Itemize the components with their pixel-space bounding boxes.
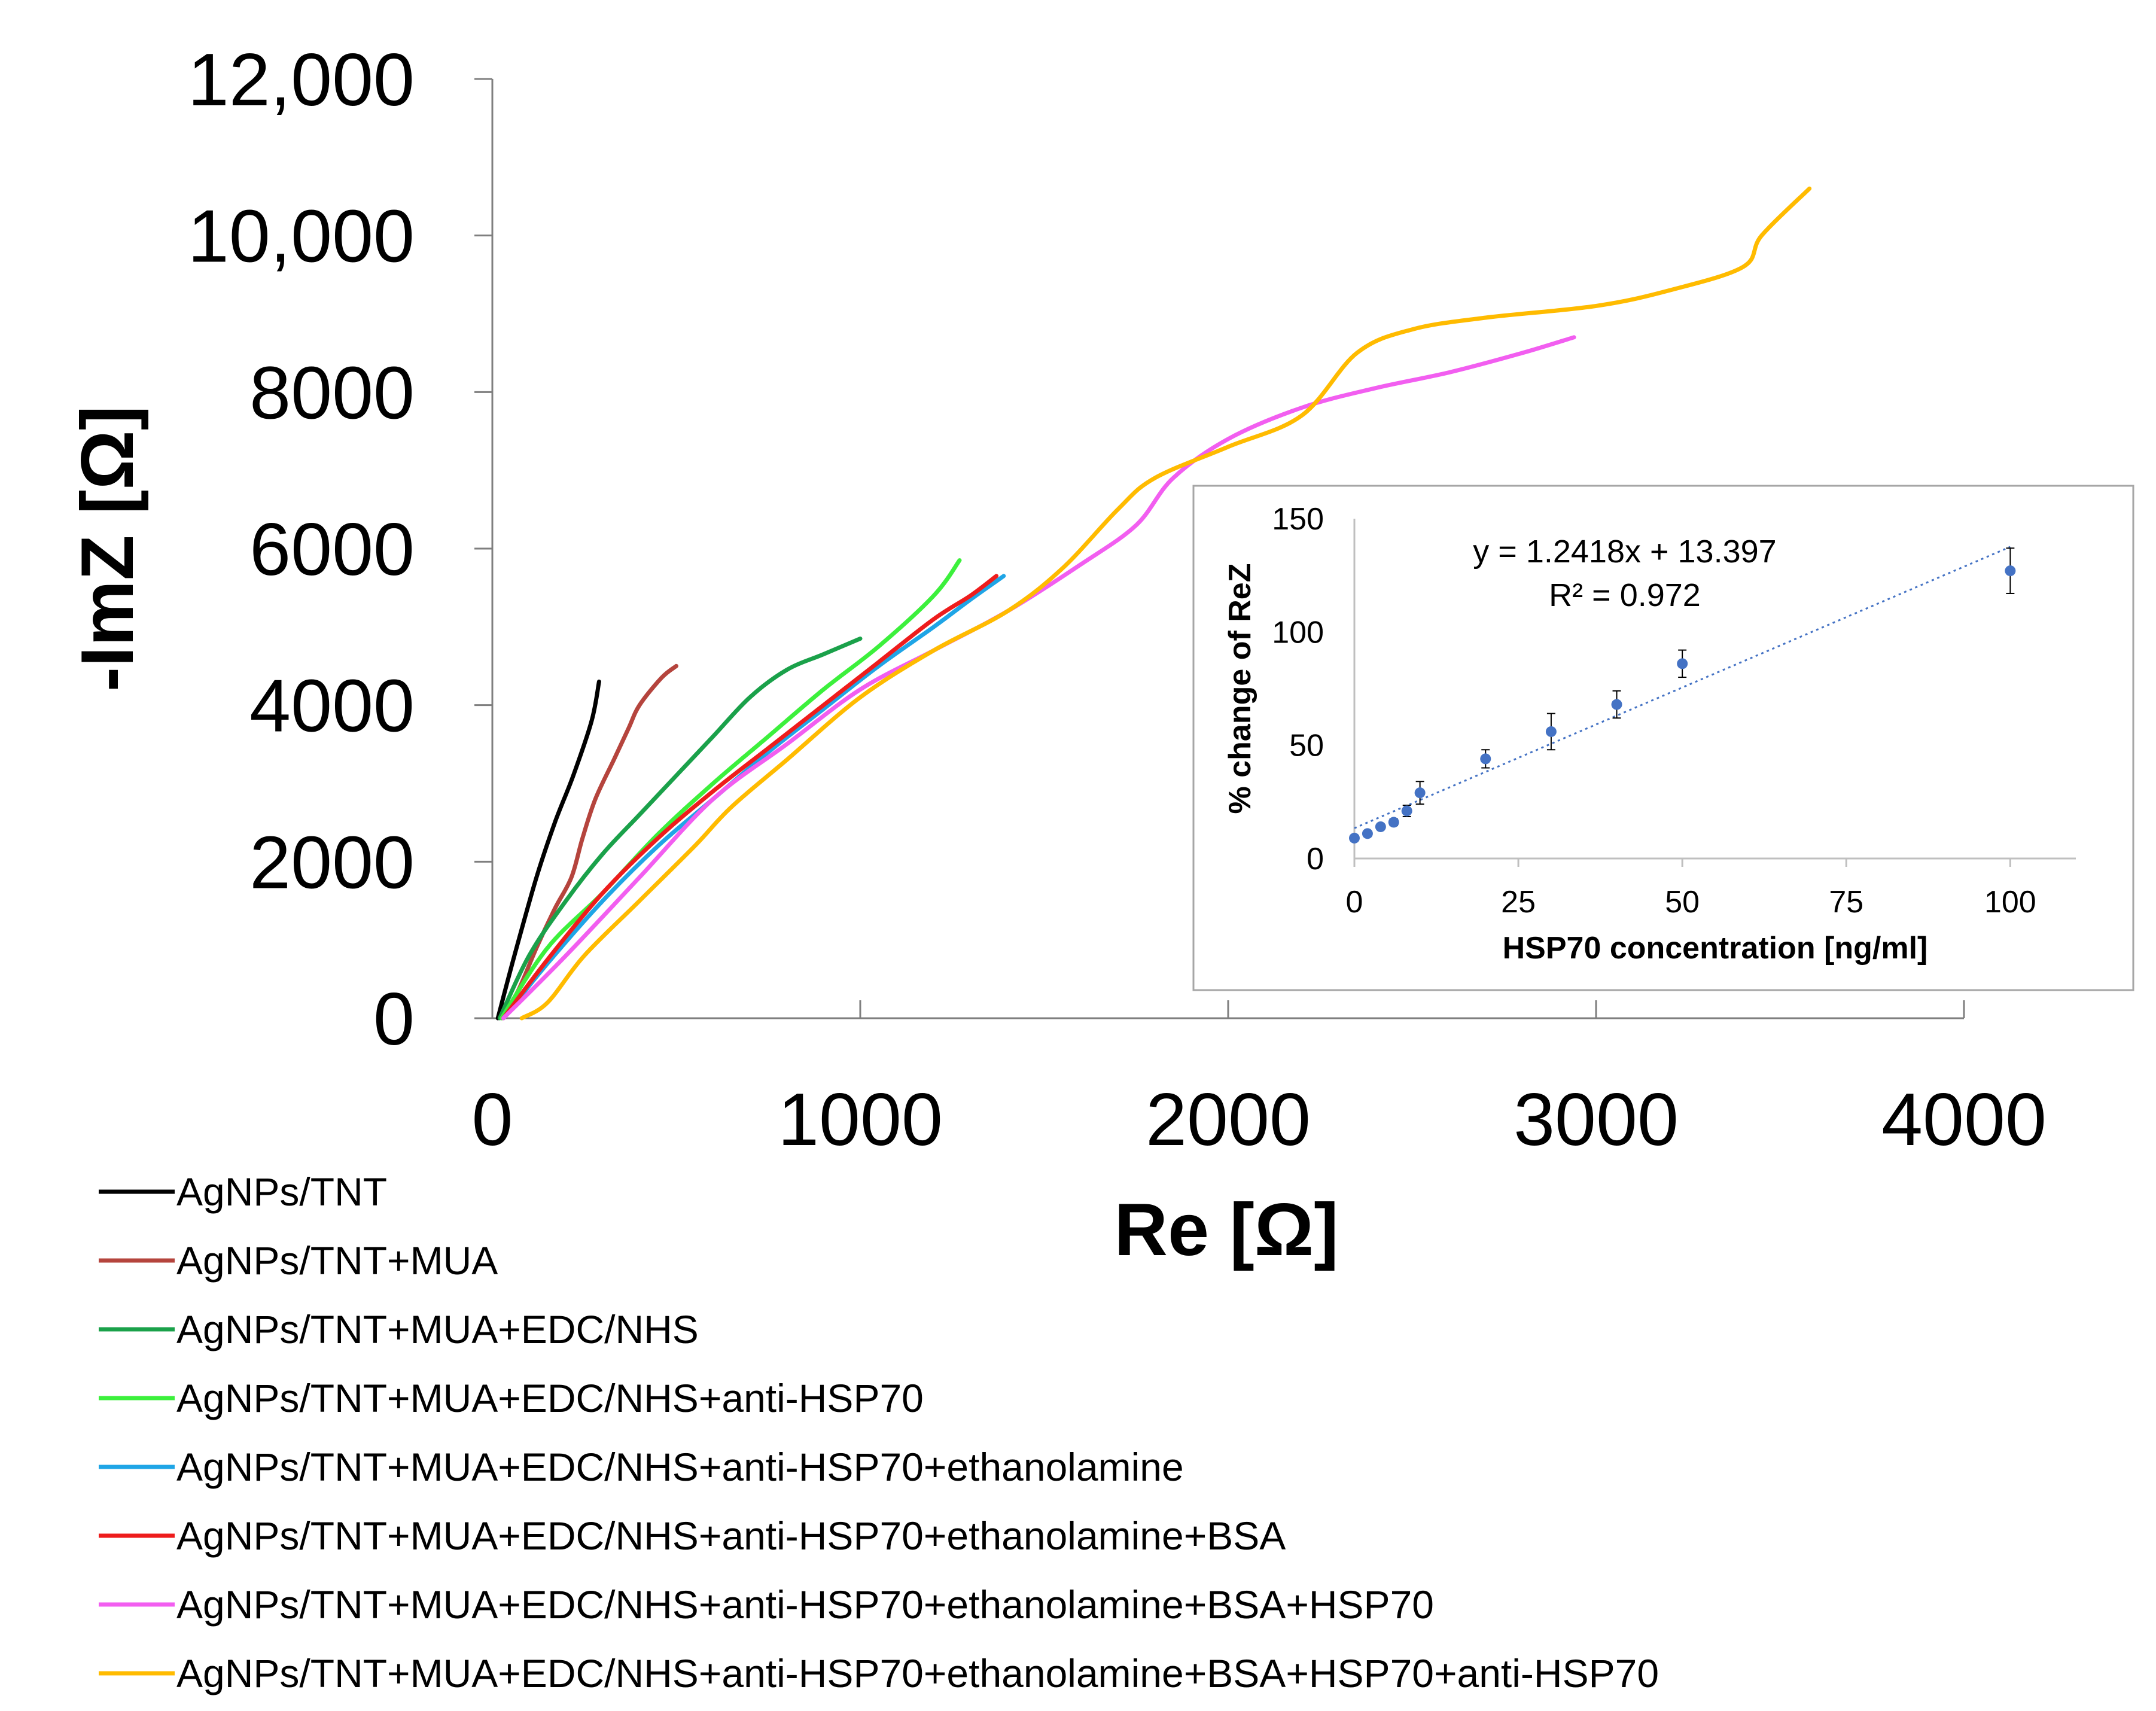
x-tick-label: 2000 xyxy=(1146,1079,1311,1161)
inset-data-point xyxy=(1375,821,1386,832)
inset-frame xyxy=(1192,485,2134,991)
inset-data-point xyxy=(1388,817,1399,828)
y-tick-label: 6000 xyxy=(249,509,415,591)
x-tick-label: 1000 xyxy=(778,1079,943,1161)
series-line xyxy=(497,637,863,1021)
inset-data-point xyxy=(1611,699,1622,710)
inset-y-tick-label: 50 xyxy=(1289,729,1324,763)
y-tick-label: 2000 xyxy=(249,821,415,904)
inset-data-point xyxy=(2005,565,2016,577)
x-tick-label: 4000 xyxy=(1881,1079,2047,1161)
series-line xyxy=(499,558,962,1021)
y-tick-label: 8000 xyxy=(249,352,415,434)
series-line xyxy=(495,679,601,1021)
inset-x-axis-title: HSP70 concentration [ng/ml] xyxy=(1503,931,1928,966)
legend-label: AgNPs/TNT+MUA+EDC/NHS+anti-HSP70 xyxy=(176,1376,924,1420)
inset-x-tick-label: 50 xyxy=(1665,885,1700,920)
y-tick-label: 12,000 xyxy=(188,39,415,121)
series-line xyxy=(501,574,999,1021)
inset-data-point xyxy=(1349,832,1360,844)
y-tick-label: 10,000 xyxy=(188,196,415,278)
inset-x-tick-label: 100 xyxy=(1984,885,2036,920)
legend: AgNPs/TNT AgNPs/TNT+MUA AgNPs/TNT+MUA+EDC/… xyxy=(99,1170,1659,1695)
series-line xyxy=(501,335,1576,1021)
x-tick-label: 3000 xyxy=(1514,1079,1679,1161)
x-axis-title: Re [Ω] xyxy=(1114,1189,1339,1271)
y-tick-label: 4000 xyxy=(249,665,415,748)
legend-label: AgNPs/TNT+MUA+EDC/NHS+anti-HSP70+ethanol… xyxy=(176,1582,1434,1627)
inset-equation: y = 1.2418x + 13.397 xyxy=(1473,534,1776,570)
x-tick-label: 0 xyxy=(472,1079,513,1161)
inset-data-point xyxy=(1545,726,1557,737)
legend-label: AgNPs/TNT+MUA xyxy=(176,1238,498,1283)
inset-data-point xyxy=(1414,787,1426,799)
inset-x-tick-label: 75 xyxy=(1829,885,1863,920)
legend-label: AgNPs/TNT+MUA+EDC/NHS+anti-HSP70+ethanol… xyxy=(176,1445,1184,1489)
series-line xyxy=(519,186,1812,1021)
series-line xyxy=(501,574,1006,1021)
legend-label: AgNPs/TNT xyxy=(176,1170,387,1214)
inset-y-tick-label: 0 xyxy=(1307,842,1324,876)
inset-r-squared: R² = 0.972 xyxy=(1549,577,1701,613)
legend-label: AgNPs/TNT+MUA+EDC/NHS+anti-HSP70+ethanol… xyxy=(176,1514,1286,1558)
calibration-inset: 0 50 100 150 0 25 50 75 100 y = 1.2418x + 13.39… xyxy=(1192,485,2134,991)
series-line xyxy=(499,663,678,1021)
inset-data-point xyxy=(1480,753,1491,765)
inset-data-point xyxy=(1401,805,1412,817)
y-tick-label: 0 xyxy=(373,978,415,1061)
legend-label: AgNPs/TNT+MUA+EDC/NHS+anti-HSP70+ethanol… xyxy=(176,1651,1659,1695)
legend-label: AgNPs/TNT+MUA+EDC/NHS xyxy=(176,1307,699,1351)
inset-data-point xyxy=(1362,828,1373,839)
inset-x-tick-label: 25 xyxy=(1501,885,1536,920)
inset-data-point xyxy=(1677,658,1688,669)
inset-y-tick-label: 100 xyxy=(1272,615,1324,650)
inset-x-tick-label: 0 xyxy=(1346,885,1363,920)
inset-y-axis-title: % change of ReZ xyxy=(1223,564,1257,814)
y-axis-title: -ImZ [Ω] xyxy=(66,406,149,692)
inset-y-tick-label: 150 xyxy=(1272,502,1324,537)
